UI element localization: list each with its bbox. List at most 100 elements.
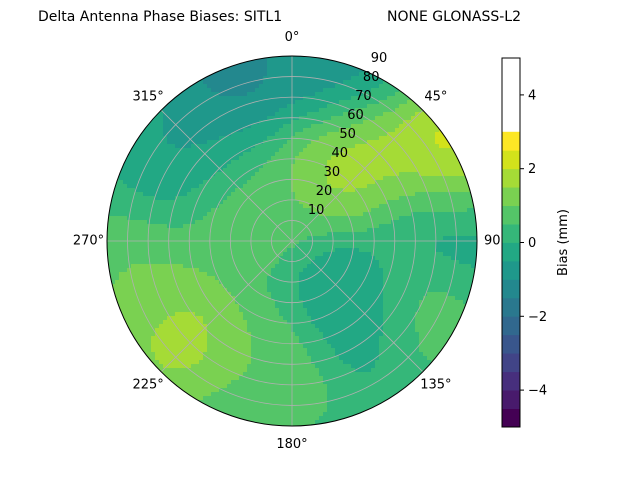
- contour-cell: [239, 268, 244, 273]
- contour-cell: [147, 272, 152, 277]
- contour-cell: [307, 92, 312, 97]
- contour-cell: [427, 272, 432, 277]
- contour-cell: [163, 172, 168, 177]
- contour-cell: [175, 196, 180, 201]
- contour-cell: [327, 120, 332, 125]
- contour-cell: [403, 96, 408, 101]
- contour-cell: [135, 260, 140, 265]
- contour-cell: [307, 224, 312, 229]
- contour-cell: [151, 156, 156, 161]
- contour-cell: [255, 84, 260, 89]
- contour-cell: [247, 76, 252, 81]
- contour-cell: [319, 296, 324, 301]
- contour-cell: [347, 268, 352, 273]
- contour-cell: [271, 260, 276, 265]
- contour-cell: [387, 216, 392, 221]
- contour-cell: [343, 192, 348, 197]
- contour-cell: [439, 296, 444, 301]
- contour-cell: [367, 208, 372, 213]
- contour-cell: [323, 72, 328, 77]
- contour-cell: [263, 284, 268, 289]
- contour-cell: [259, 216, 264, 221]
- contour-cell: [187, 304, 192, 309]
- contour-cell: [179, 304, 184, 309]
- contour-cell: [131, 284, 136, 289]
- contour-cell: [283, 152, 288, 157]
- contour-cell: [299, 56, 304, 61]
- contour-cell: [287, 112, 292, 117]
- contour-cell: [247, 204, 252, 209]
- contour-cell: [375, 220, 380, 225]
- contour-cell: [263, 164, 268, 169]
- contour-cell: [223, 240, 228, 245]
- contour-cell: [367, 260, 372, 265]
- contour-cell: [399, 104, 404, 109]
- contour-cell: [287, 116, 292, 121]
- contour-cell: [203, 260, 208, 265]
- contour-cell: [167, 276, 172, 281]
- contour-cell: [419, 268, 424, 273]
- contour-cell: [251, 172, 256, 177]
- contour-cell: [291, 84, 296, 89]
- contour-cell: [175, 160, 180, 165]
- contour-cell: [227, 224, 232, 229]
- contour-cell: [359, 152, 364, 157]
- contour-cell: [387, 96, 392, 101]
- contour-cell: [243, 300, 248, 305]
- contour-cell: [259, 64, 264, 69]
- contour-cell: [311, 92, 316, 97]
- contour-cell: [295, 184, 300, 189]
- contour-cell: [119, 284, 124, 289]
- contour-cell: [283, 68, 288, 73]
- contour-cell: [407, 152, 412, 157]
- contour-cell: [175, 168, 180, 173]
- contour-cell: [403, 148, 408, 153]
- contour-cell: [339, 176, 344, 181]
- contour-cell: [463, 280, 468, 285]
- contour-cell: [335, 192, 340, 197]
- contour-cell: [371, 204, 376, 209]
- contour-cell: [275, 152, 280, 157]
- contour-cell: [195, 220, 200, 225]
- contour-cell: [355, 84, 360, 89]
- contour-cell: [303, 300, 308, 305]
- contour-cell: [119, 260, 124, 265]
- contour-cell: [375, 268, 380, 273]
- contour-cell: [139, 300, 144, 305]
- contour-cell: [323, 300, 328, 305]
- contour-cell: [151, 272, 156, 277]
- contour-cell: [467, 240, 472, 245]
- contour-cell: [387, 152, 392, 157]
- contour-cell: [183, 304, 188, 309]
- contour-cell: [431, 252, 436, 257]
- contour-cell: [323, 244, 328, 249]
- contour-cell: [391, 292, 396, 297]
- contour-cell: [327, 296, 332, 301]
- contour-cell: [419, 224, 424, 229]
- contour-cell: [219, 220, 224, 225]
- contour-cell: [139, 284, 144, 289]
- contour-cell: [315, 252, 320, 257]
- contour-cell: [143, 188, 148, 193]
- contour-cell: [127, 208, 132, 213]
- contour-cell: [271, 72, 276, 77]
- contour-cell: [107, 260, 112, 265]
- contour-cell: [267, 260, 272, 265]
- contour-cell: [463, 252, 468, 257]
- contour-cell: [351, 292, 356, 297]
- contour-cell: [231, 120, 236, 125]
- contour-cell: [411, 156, 416, 161]
- contour-cell: [395, 252, 400, 257]
- contour-cell: [455, 164, 460, 169]
- contour-cell: [123, 160, 128, 165]
- contour-cell: [335, 288, 340, 293]
- contour-cell: [375, 200, 380, 205]
- contour-cell: [271, 100, 276, 105]
- contour-cell: [327, 108, 332, 113]
- contour-cell: [155, 284, 160, 289]
- contour-cell: [267, 300, 272, 305]
- contour-cell: [263, 252, 268, 257]
- contour-cell: [307, 168, 312, 173]
- contour-cell: [411, 148, 416, 153]
- contour-cell: [307, 252, 312, 257]
